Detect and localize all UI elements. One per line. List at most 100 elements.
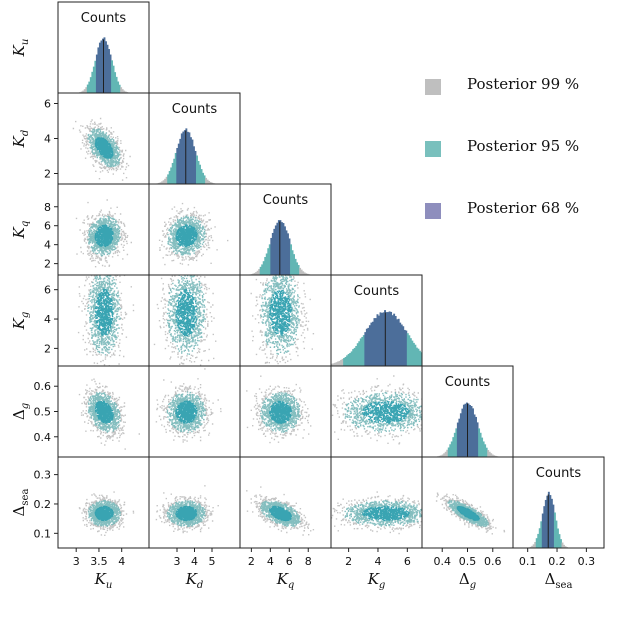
hist-bar xyxy=(461,408,464,457)
y-axis-label-Dg: Δg xyxy=(10,403,31,420)
x-tick-label: 6 xyxy=(404,555,411,568)
scatter-points-outer xyxy=(331,375,422,445)
scatter-points-mid xyxy=(166,275,207,355)
legend-swatch-68 xyxy=(425,203,441,219)
hist-bar xyxy=(183,130,186,184)
hist-bar xyxy=(346,355,349,366)
hist-bar xyxy=(400,324,403,366)
y-tick-label: 4 xyxy=(44,133,51,146)
hist-bar xyxy=(470,406,473,457)
hist-bar xyxy=(561,542,564,548)
hist-bar xyxy=(396,319,399,366)
x-tick-label: 0.3 xyxy=(578,555,596,568)
y-tick-label: 4 xyxy=(44,313,51,326)
scatter-points-core xyxy=(94,400,114,424)
hist-bar xyxy=(194,150,197,184)
hist-bar xyxy=(106,44,109,93)
y-tick-label: 2 xyxy=(44,168,51,181)
hist-bar xyxy=(478,428,481,457)
panel-frame xyxy=(421,456,514,549)
hist-bar xyxy=(271,232,274,275)
panel-title-counts: Counts xyxy=(536,466,582,481)
hist-bar xyxy=(447,447,450,457)
y-tick-label: 8 xyxy=(44,201,51,214)
hist-bar xyxy=(252,273,255,275)
hist-bar xyxy=(537,533,540,548)
hist-bar xyxy=(444,451,447,457)
hist-bar xyxy=(165,176,168,184)
scatter-points-outer xyxy=(72,117,131,181)
y-tick-label: 6 xyxy=(44,284,51,297)
scatter-points-outer xyxy=(331,491,422,535)
scatter-points-outer xyxy=(78,378,140,450)
hist-bar xyxy=(397,318,400,366)
hist-bar xyxy=(264,256,267,275)
hist-bar xyxy=(159,182,162,184)
y-tick-label: 0.5 xyxy=(34,406,52,419)
scatter-panel-Ku-Kd: 2 4 6 xyxy=(44,92,150,185)
hist-bar xyxy=(276,222,279,275)
hist-bar xyxy=(302,271,305,275)
x-tick-label: 3 xyxy=(174,555,181,568)
hist-bar xyxy=(111,60,113,93)
y-tick-label: 2 xyxy=(44,258,51,271)
hist-bar xyxy=(206,179,209,184)
scatter-points-core xyxy=(94,137,114,159)
hist-bar xyxy=(399,322,402,366)
hist-bar xyxy=(296,262,299,275)
scatter-panel-Ku-Dsea: 0.1 0.2 0.3 3 3.5 4 xyxy=(34,456,150,568)
scatter-points-mid xyxy=(87,499,122,527)
legend-label-68: Posterior 68 % xyxy=(467,199,580,217)
hist-bar xyxy=(91,71,94,93)
legend-item-99: Posterior 99 % xyxy=(425,75,615,137)
hist-bar xyxy=(543,506,546,548)
hist-bar xyxy=(196,155,198,184)
scatter-points-core xyxy=(94,288,114,336)
hist-bar xyxy=(563,544,565,548)
hist-bar xyxy=(331,363,333,366)
hist-bar xyxy=(531,545,534,548)
hist-bar xyxy=(406,333,409,366)
hist-bar xyxy=(385,312,388,366)
hist-bar xyxy=(490,453,493,457)
scatter-points-core xyxy=(175,505,198,522)
hist-bar xyxy=(291,250,294,275)
hist-bar xyxy=(158,182,161,184)
hist-bar xyxy=(491,454,494,457)
hist-bar xyxy=(288,238,291,275)
y-tick-label: 0.3 xyxy=(34,469,52,482)
hist-bar xyxy=(285,230,288,275)
hist-bar xyxy=(449,444,452,457)
hist-bar xyxy=(95,54,98,93)
hist-bar xyxy=(344,356,347,366)
scatter-points-mid xyxy=(260,392,301,433)
hist-bar xyxy=(485,447,488,457)
hist-bar xyxy=(555,520,558,548)
hist-bar xyxy=(544,499,547,548)
hist-bar xyxy=(481,437,484,457)
hist-bar xyxy=(197,161,200,184)
hist-bar xyxy=(293,254,295,275)
hist-bar xyxy=(164,178,167,184)
legend-item-95: Posterior 95 % xyxy=(425,137,615,199)
hist-bar xyxy=(192,146,195,184)
hist-bar xyxy=(365,328,368,366)
hist-bar xyxy=(475,416,477,457)
hist-bar xyxy=(299,267,302,275)
hist-bar xyxy=(388,311,391,366)
hist-bar xyxy=(379,312,382,366)
hist-bar xyxy=(262,261,265,275)
scatter-points-core xyxy=(175,224,198,248)
scatter-points-core xyxy=(456,506,480,521)
scatter-points-mid xyxy=(344,499,422,527)
legend: Posterior 99 % Posterior 95 % Posterior … xyxy=(425,75,615,261)
scatter-points-core xyxy=(269,400,292,424)
hist-bar xyxy=(420,352,422,366)
hist-bar xyxy=(465,402,468,457)
scatter-points-outer xyxy=(158,202,229,266)
legend-label-95: Posterior 95 % xyxy=(467,137,580,155)
hist-bar xyxy=(94,60,97,93)
